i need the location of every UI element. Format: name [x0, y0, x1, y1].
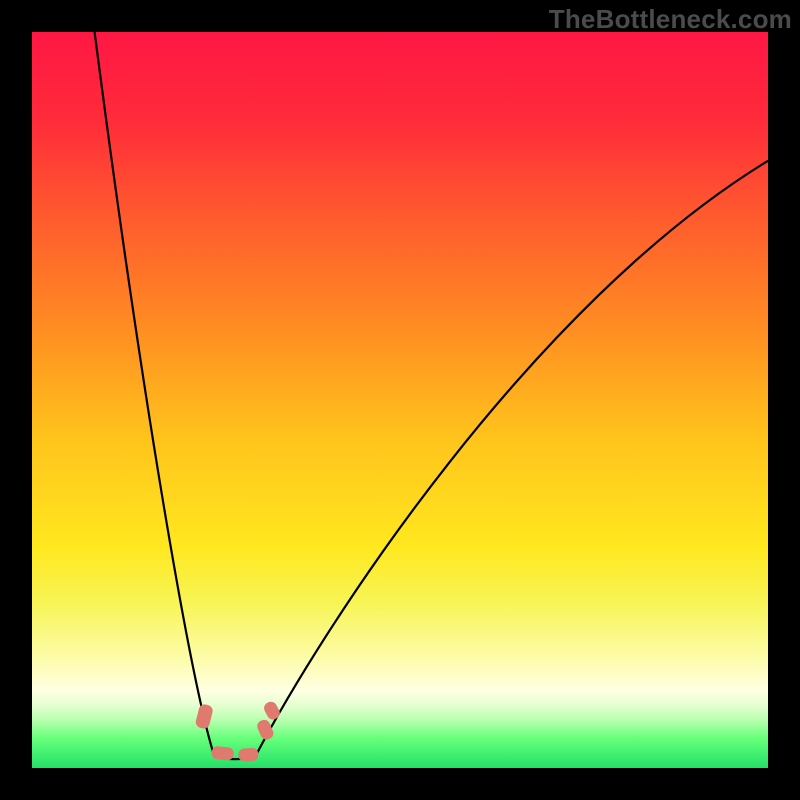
watermark-text: TheBottleneck.com: [549, 4, 792, 35]
curve-marker: [238, 748, 259, 762]
bottleneck-plot: [0, 0, 800, 800]
gradient-background: [32, 32, 768, 768]
